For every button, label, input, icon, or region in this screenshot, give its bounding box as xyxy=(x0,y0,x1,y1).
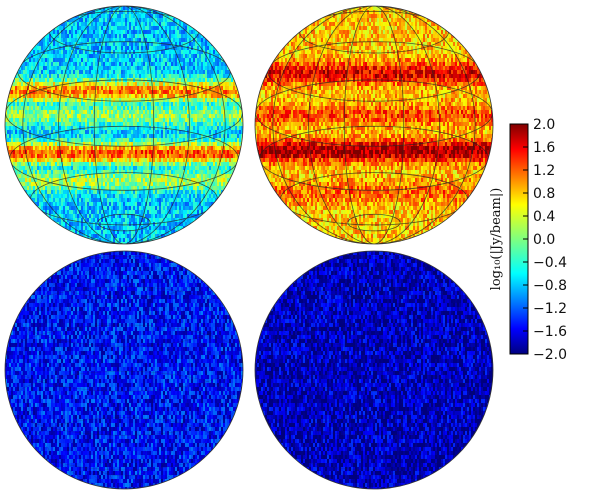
colorbar-tick-label: −0.4 xyxy=(533,255,567,271)
colorbar-tick-label: −1.6 xyxy=(533,324,567,340)
colorbar-tick-label: −0.8 xyxy=(533,278,567,294)
colorbar-ticks: 2.0 1.6 1.2 0.8 0.4 0.0 −0.4 −0.8 −1.2 −1.6 −2.0 xyxy=(523,117,567,363)
colorbar-tick-label: 1.2 xyxy=(533,163,555,179)
colorbar-tick-label: −2.0 xyxy=(533,347,567,363)
sky-panel-4 xyxy=(254,250,494,490)
panel-outline xyxy=(254,5,494,245)
panels-group xyxy=(4,5,494,490)
sky-panel-1 xyxy=(4,5,244,245)
sky-panel-2 xyxy=(254,5,494,245)
colorbar-label: log₁₀(|Jy/beam|) xyxy=(489,188,504,291)
colorbar-tick-label: 0.4 xyxy=(533,209,555,225)
colorbar-tick-label: 0.8 xyxy=(533,186,555,202)
panel-outline xyxy=(4,250,244,490)
colorbar-tick-label: 0.0 xyxy=(533,232,555,248)
colorbar-tick-label: −1.2 xyxy=(533,301,567,317)
colorbar-tick-label: 1.6 xyxy=(533,140,555,156)
panel-outline xyxy=(4,5,244,245)
panel-outline xyxy=(254,250,494,490)
sky-panel-3 xyxy=(4,250,244,490)
colorbar-tick-label: 2.0 xyxy=(533,117,555,133)
colorbar: 2.0 1.6 1.2 0.8 0.4 0.0 −0.4 −0.8 −1.2 −1.6 −2.0 l… xyxy=(489,117,567,363)
